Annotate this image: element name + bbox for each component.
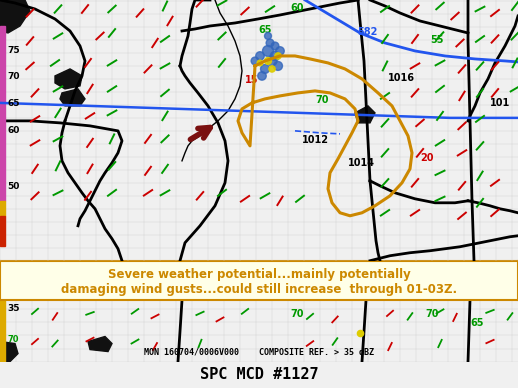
Text: 70: 70	[7, 334, 19, 343]
Circle shape	[265, 57, 271, 64]
Polygon shape	[60, 89, 85, 106]
Text: 1012: 1012	[302, 135, 329, 145]
Circle shape	[256, 52, 264, 60]
Text: 70: 70	[7, 72, 20, 81]
Polygon shape	[55, 69, 82, 89]
Polygon shape	[0, 341, 18, 362]
Polygon shape	[355, 106, 375, 123]
Text: 20: 20	[420, 153, 434, 163]
Text: 65: 65	[7, 99, 20, 108]
Text: 101: 101	[490, 98, 510, 108]
Text: 1016: 1016	[388, 73, 415, 83]
Circle shape	[267, 56, 277, 66]
Text: 65: 65	[470, 319, 483, 328]
Text: 60: 60	[290, 3, 304, 13]
Circle shape	[251, 57, 259, 65]
Text: 35: 35	[7, 304, 20, 314]
Circle shape	[266, 39, 274, 47]
Circle shape	[265, 33, 271, 40]
Circle shape	[271, 42, 279, 50]
Circle shape	[263, 45, 274, 56]
Text: 65: 65	[258, 25, 271, 35]
Text: 70: 70	[290, 309, 304, 319]
Text: 582: 582	[357, 27, 378, 37]
Text: MON 160704/0006V000    COMPOSITE REF. > 35 dBZ: MON 160704/0006V000 COMPOSITE REF. > 35 …	[144, 348, 374, 357]
Circle shape	[257, 60, 263, 66]
Text: damaging wind gusts...could still increase  through 01-03Z.: damaging wind gusts...could still increa…	[61, 283, 457, 296]
Text: 60: 60	[7, 126, 19, 135]
Bar	[0, 300, 5, 362]
Polygon shape	[0, 0, 30, 33]
Circle shape	[261, 64, 269, 73]
Text: 70: 70	[315, 95, 328, 105]
Circle shape	[270, 51, 280, 61]
Point	[356, 330, 364, 336]
Circle shape	[258, 72, 266, 80]
Bar	[0, 26, 5, 201]
Circle shape	[275, 53, 281, 59]
Text: 1014: 1014	[348, 158, 375, 168]
Circle shape	[274, 61, 282, 70]
Text: 70: 70	[425, 309, 439, 319]
Text: Severe weather potential...mainly potentially: Severe weather potential...mainly potent…	[108, 268, 410, 281]
Text: 75: 75	[7, 46, 20, 55]
Circle shape	[269, 66, 275, 72]
Text: 50: 50	[7, 182, 19, 191]
Text: SPC MCD #1127: SPC MCD #1127	[199, 367, 319, 382]
Text: 55: 55	[430, 35, 443, 45]
Polygon shape	[88, 336, 112, 352]
Bar	[0, 216, 5, 246]
Text: 15: 15	[245, 75, 258, 85]
Circle shape	[276, 47, 284, 55]
Bar	[0, 201, 5, 216]
